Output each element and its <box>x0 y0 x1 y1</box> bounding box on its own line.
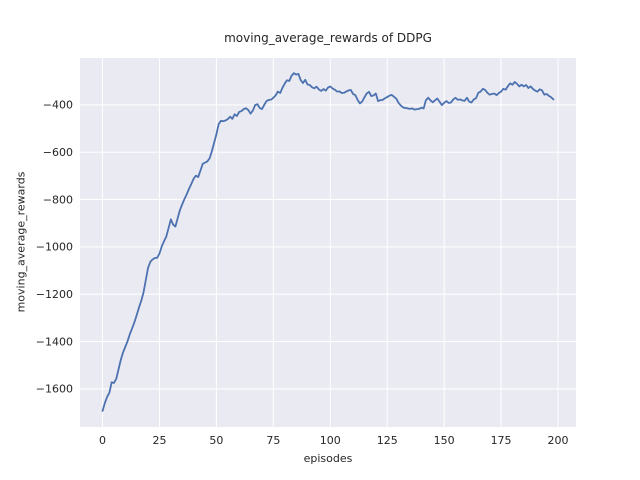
x-tick-label: 0 <box>99 434 106 447</box>
x-tick-label: 175 <box>491 434 512 447</box>
y-tick-label: −400 <box>43 99 73 112</box>
x-tick-label: 50 <box>209 434 223 447</box>
y-tick-label: −1600 <box>36 383 73 396</box>
x-tick-label: 125 <box>377 434 398 447</box>
y-axis-label: moving_average_rewards <box>14 171 28 313</box>
reward-line <box>101 72 555 412</box>
x-tick-label: 75 <box>266 434 280 447</box>
x-tick-label: 25 <box>152 434 166 447</box>
x-tick-label: 200 <box>548 434 569 447</box>
x-axis-label: episodes <box>303 452 353 465</box>
plot-area <box>80 58 576 427</box>
x-tick-label: 150 <box>434 434 455 447</box>
y-tick-label: −1000 <box>36 241 73 254</box>
chart-title: moving_average_rewards of DDPG <box>224 31 432 45</box>
y-tick-label: −1400 <box>36 335 73 348</box>
y-tick-label: −1200 <box>36 288 73 301</box>
x-tick-label: 100 <box>320 434 341 447</box>
y-tick-label: −800 <box>43 193 73 206</box>
y-tick-label: −600 <box>43 146 73 159</box>
